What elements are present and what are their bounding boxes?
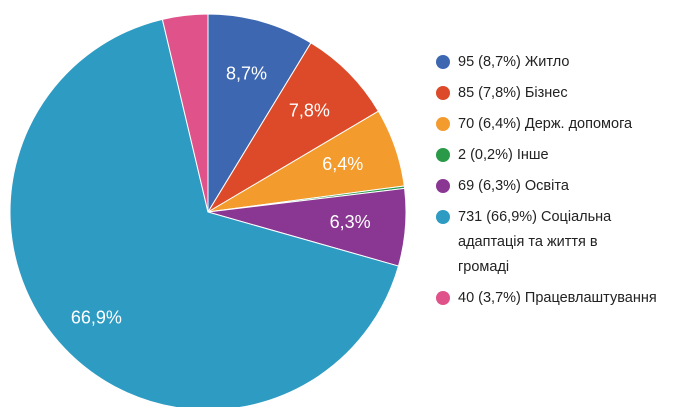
legend-swatch [436,86,450,100]
legend-label: 85 (7,8%) Бізнес [458,85,568,101]
pie-slice [207,42,380,213]
slice-label: 8,7% [226,63,267,83]
legend-swatch [436,117,450,131]
legend-item: 731 (66,9%) Соціальна адаптація та життя… [436,205,657,280]
legend-label: 2 (0,2%) Інше [458,147,549,163]
legend-label: 731 (66,9%) Соціальна адаптація та життя… [458,209,612,275]
legend-swatch [436,55,450,69]
legend-item: 2 (0,2%) Інше [436,143,657,168]
legend-item: 69 (6,3%) Освіта [436,174,657,199]
slice-label: 66,9% [71,308,122,328]
pie: 8,7% 7,8% 6,4% 6,3% 66,9% [9,13,407,407]
legend-label: 69 (6,3%) Освіта [458,178,569,194]
legend-label: 70 (6,4%) Держ. допомога [458,116,633,132]
legend-item: 40 (3,7%) Працевлаштування [436,286,657,311]
pie-slice [207,13,312,214]
legend-swatch [436,179,450,193]
slice-label: 7,8% [289,101,330,121]
legend-swatch [436,148,450,162]
legend-label: 40 (3,7%) Працевлаштування [458,290,657,306]
legend-label: 95 (8,7%) Житло [458,54,570,70]
slice-label: 6,3% [330,212,371,232]
legend: 95 (8,7%) Житло 85 (7,8%) Бізнес 70 (6,4%)… [436,50,657,317]
pie-slice [161,13,209,213]
legend-item: 85 (7,8%) Бізнес [436,81,657,106]
legend-swatch [436,210,450,224]
legend-item: 70 (6,4%) Держ. допомога [436,112,657,137]
legend-swatch [436,291,450,305]
slice-label: 6,4% [322,154,363,174]
pie-slice [9,18,400,407]
legend-item: 95 (8,7%) Житло [436,50,657,75]
